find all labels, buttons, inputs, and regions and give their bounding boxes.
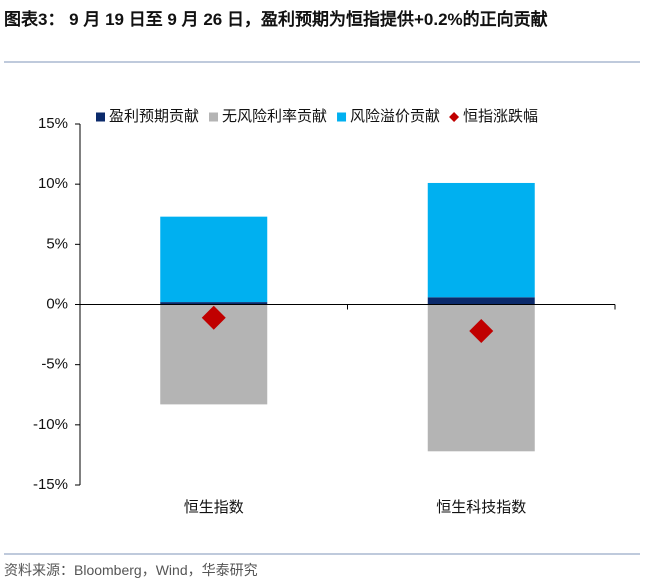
- legend-label: 恒指涨跌幅: [463, 108, 538, 125]
- marker-diamond: [469, 318, 494, 343]
- legend-label: 风险溢价贡献: [350, 108, 440, 125]
- legend-marker: [96, 112, 105, 122]
- y-tick-label: 10%: [38, 175, 68, 192]
- y-tick-label: -5%: [41, 356, 68, 373]
- legend-label: 盈利预期贡献: [109, 108, 199, 125]
- bar: [160, 216, 268, 303]
- bar: [427, 182, 535, 298]
- bar: [427, 297, 535, 305]
- legend-marker: [449, 112, 460, 122]
- source: 资料来源：Bloomberg，Wind，华泰研究: [4, 562, 258, 578]
- x-tick-label: 恒生指数: [184, 499, 244, 516]
- x-tick-label: 恒生科技指数: [436, 499, 526, 516]
- y-tick-label: -15%: [33, 476, 68, 493]
- legend-marker: [209, 112, 219, 122]
- y-tick-label: 0%: [46, 295, 68, 312]
- chart-title: 图表3： 9 月 19 日至 9 月 26 日，盈利预期为恒指提供+0.2%的正…: [4, 10, 548, 29]
- y-tick-label: -10%: [33, 416, 68, 433]
- legend-marker: [337, 112, 347, 122]
- y-tick-label: 15%: [38, 115, 68, 132]
- marker-diamond: [201, 305, 226, 330]
- y-tick-label: 5%: [46, 235, 68, 252]
- legend-label: 无风险利率贡献: [222, 108, 327, 125]
- bar: [160, 302, 268, 305]
